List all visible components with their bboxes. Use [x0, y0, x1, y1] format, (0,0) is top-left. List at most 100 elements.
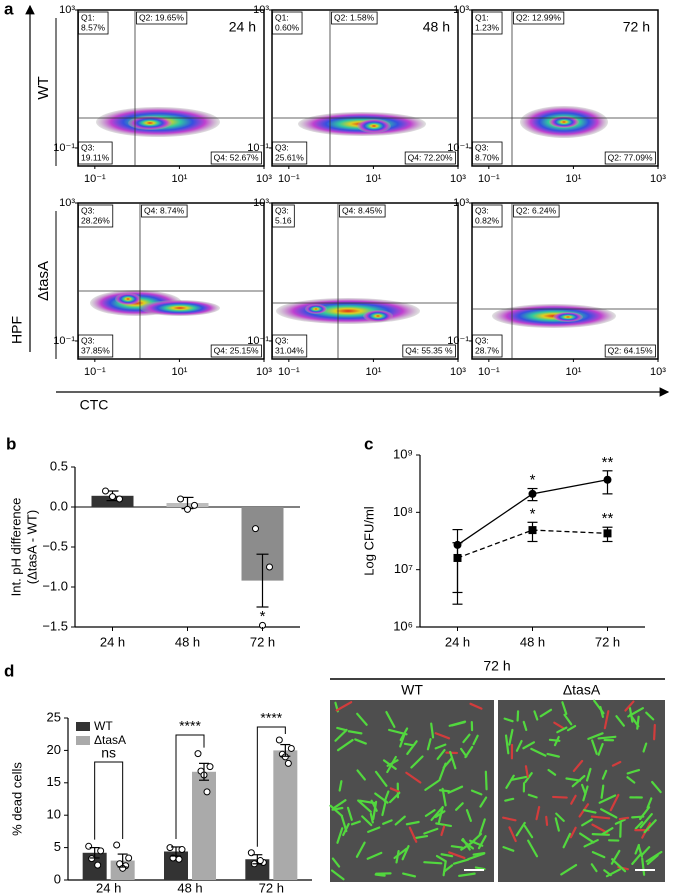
x-tick-label: 10⁻¹ [84, 173, 106, 185]
cell [450, 721, 466, 727]
y-tick-label: 10³ [453, 4, 469, 16]
quadrant-box [604, 151, 656, 165]
cell [350, 820, 361, 826]
cell [570, 794, 577, 805]
cell [335, 701, 353, 712]
row-label: WT [35, 76, 52, 99]
quadrant-text: Q3: [475, 205, 489, 215]
cell [355, 841, 366, 858]
cell [631, 852, 643, 865]
quadrant-text: 31.04% [275, 345, 304, 355]
x-tick-label: 72 h [259, 880, 284, 895]
cell [626, 768, 641, 775]
quadrant-box [78, 11, 109, 35]
density-cloud [363, 310, 393, 322]
quadrant-box [339, 204, 386, 218]
significance: ns [101, 745, 116, 761]
x-tick-label: 10¹ [565, 173, 581, 185]
quadrant-label: Q4: 8.74% [141, 204, 188, 218]
quadrant-text: Q4: 55.35 % [405, 345, 453, 355]
x-tick-label: 10⁻¹ [478, 173, 500, 185]
cell [598, 794, 617, 804]
cell [358, 799, 377, 805]
cell [601, 769, 608, 780]
image-label: WT [401, 682, 423, 698]
cell [470, 789, 483, 796]
significance: **** [260, 710, 282, 726]
quadrant-text: Q3: [475, 335, 489, 345]
y-axis-label: Log CFU/ml [361, 506, 376, 575]
cell [645, 711, 655, 721]
cell [472, 852, 486, 856]
cell [591, 850, 606, 859]
data-point [177, 495, 184, 503]
quadrant-label: Q3:31.04% [272, 334, 308, 358]
cell [508, 728, 514, 746]
cell [545, 815, 549, 826]
x-tick-label: 72 h [595, 634, 620, 649]
quadrant-box [472, 204, 503, 228]
cell [603, 869, 612, 877]
quadrant-box [78, 141, 113, 165]
image-label: ΔtasA [563, 682, 601, 698]
cell [405, 771, 422, 784]
density-cloud [115, 293, 141, 305]
cell [331, 857, 341, 868]
cell [450, 845, 464, 849]
cell [646, 854, 659, 865]
quadrant-text: Q4: 25.15% [214, 345, 259, 355]
significance: * [530, 472, 536, 489]
quadrant-box [210, 151, 262, 165]
y-tick-label: 10⁸ [393, 504, 413, 519]
cell [447, 785, 464, 794]
cell [374, 770, 388, 787]
quadrant-label: Q3:5.16 [272, 204, 295, 228]
cell [331, 806, 344, 811]
cell [563, 713, 573, 726]
quadrant-label: Q2: 12.99% [513, 11, 565, 25]
quadrant-box [210, 344, 262, 358]
plot-title: 24 h [229, 19, 256, 35]
quadrant-box [136, 11, 188, 25]
quadrant-box [272, 141, 308, 165]
density-cloud [553, 312, 583, 322]
data-point [113, 841, 121, 849]
quadrant-text: Q2: 19.65% [139, 12, 184, 22]
cell [591, 739, 598, 755]
cell [408, 826, 418, 843]
cell [484, 770, 488, 791]
data-point [287, 744, 295, 752]
y-tick-label: 10⁻¹ [247, 142, 269, 154]
cell [440, 853, 454, 858]
cell [405, 820, 420, 826]
quadrant-text: Q4: 72.20% [408, 152, 453, 162]
data-point [178, 846, 186, 854]
cell [643, 819, 657, 834]
quadrant-box [472, 141, 503, 165]
row-label: ΔtasA [35, 261, 52, 301]
cell [406, 740, 418, 756]
data-point [266, 563, 273, 571]
y-axis-label: % dead cells [9, 762, 24, 836]
cell [424, 780, 440, 791]
cell [530, 747, 547, 757]
y-axis-label: (ΔtasA - WT) [24, 510, 39, 584]
quadrant-label: Q3:19.11% [78, 141, 113, 165]
y-axis-label: Int. pH difference [8, 498, 23, 597]
significance-bracket [94, 761, 124, 840]
cell [508, 826, 517, 843]
y-tick-label: 5 [54, 839, 61, 854]
plot-frame [271, 202, 459, 360]
quadrant-label: Q4: 55.35 % [402, 344, 456, 358]
quadrant-text: Q2: 1.58% [334, 12, 375, 22]
plot-frame [77, 202, 265, 360]
cell [434, 732, 451, 740]
cell [403, 742, 415, 747]
legend-swatch [76, 722, 90, 731]
cell [354, 738, 367, 745]
cell [410, 755, 424, 769]
quadrant-label: Q3:28.26% [78, 204, 114, 228]
cell [374, 873, 386, 877]
cell [503, 717, 514, 723]
cell [461, 839, 475, 850]
